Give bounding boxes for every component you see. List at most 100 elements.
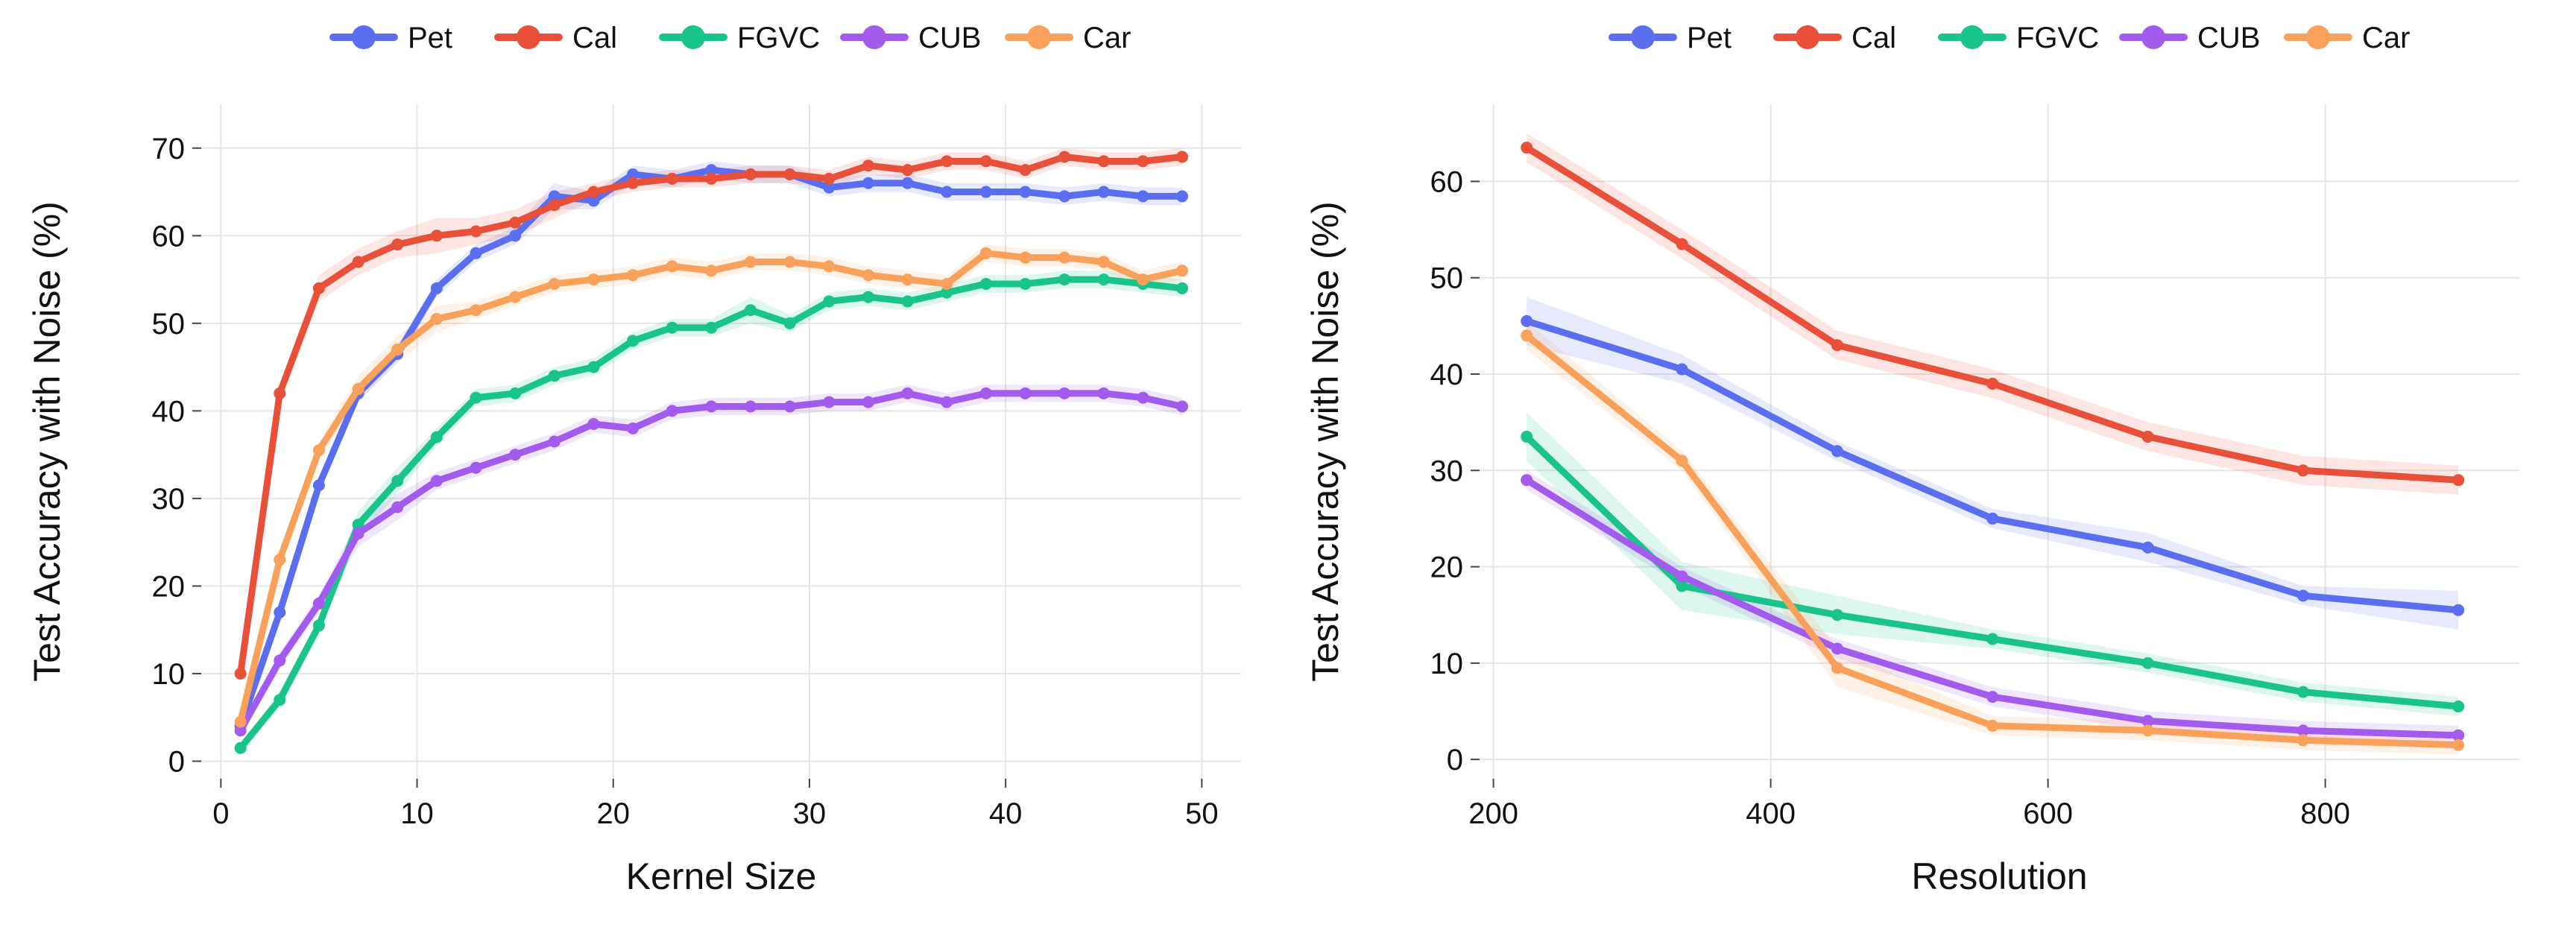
data-point-cub (666, 405, 678, 417)
legend-label: CUB (2197, 22, 2260, 54)
data-point-fgvc (901, 295, 914, 308)
data-point-cub (744, 400, 757, 413)
data-point-cub (705, 400, 718, 413)
data-point-car (2452, 738, 2465, 751)
data-point-fgvc (2452, 700, 2465, 713)
data-point-cal (1831, 339, 1843, 352)
band-cub (1527, 470, 2459, 745)
data-point-car (1986, 719, 1999, 732)
data-point-cub (1097, 387, 1110, 399)
data-point-cal (941, 155, 953, 168)
data-point-cal (234, 667, 247, 680)
data-point-cal (783, 168, 796, 181)
data-point-cal (666, 172, 678, 185)
data-point-pet (587, 194, 600, 207)
data-point-car (783, 256, 796, 268)
y-tick-label: 40 (152, 395, 186, 428)
data-point-car (1019, 251, 1032, 264)
legend-label: Car (1083, 22, 1131, 54)
data-point-car (234, 715, 247, 728)
data-point-pet (548, 190, 561, 203)
legend-swatch-marker (1796, 25, 1819, 49)
legend-swatch-marker (517, 25, 540, 49)
data-point-cal (979, 155, 992, 168)
data-point-cub (627, 422, 640, 434)
data-point-pet (2452, 604, 2465, 616)
data-point-fgvc (1831, 609, 1843, 621)
data-point-car (941, 277, 953, 290)
data-point-cal (862, 159, 874, 172)
data-point-car (509, 291, 522, 303)
data-point-pet (1019, 186, 1032, 198)
data-point-cub (274, 654, 286, 667)
data-point-fgvc (1521, 431, 1533, 443)
data-point-cub (901, 387, 914, 399)
y-tick-label: 50 (1430, 262, 1464, 295)
x-tick-label: 800 (2300, 797, 2350, 830)
data-point-fgvc (470, 391, 482, 404)
data-point-fgvc (587, 361, 600, 373)
data-point-pet (901, 177, 914, 189)
x-tick-label: 400 (1746, 797, 1796, 830)
x-axis-title: Kernel Size (626, 855, 817, 897)
data-point-pet (862, 177, 874, 189)
data-point-cal (1058, 151, 1071, 163)
data-point-cal (2141, 431, 2154, 443)
data-point-cal (509, 216, 522, 229)
x-tick-label: 10 (400, 797, 434, 830)
legend-swatch-marker (1027, 25, 1051, 49)
y-axis-title: Test Accuracy with Noise (%) (1304, 201, 1346, 682)
data-point-cub (1521, 474, 1533, 487)
data-point-car (587, 273, 600, 286)
data-point-fgvc (1676, 580, 1688, 592)
data-point-fgvc (1176, 282, 1189, 294)
data-point-cub (823, 396, 836, 408)
data-point-cal (312, 282, 325, 294)
data-point-cub (587, 417, 600, 430)
data-point-fgvc (862, 291, 874, 303)
data-point-cub (2296, 724, 2309, 737)
legend-label: FGVC (2016, 22, 2099, 54)
data-point-car (430, 312, 443, 325)
data-point-pet (979, 186, 992, 198)
data-point-pet (1137, 190, 1149, 203)
data-point-fgvc (783, 317, 796, 329)
y-tick-label: 10 (1430, 648, 1464, 680)
data-point-cal (705, 172, 718, 185)
y-tick-label: 30 (152, 483, 186, 516)
data-point-pet (627, 168, 640, 181)
band-pet (1527, 297, 2459, 630)
x-tick-label: 50 (1185, 797, 1219, 830)
data-point-pet (1058, 190, 1071, 203)
data-point-car (666, 260, 678, 273)
data-point-cal (2452, 474, 2465, 487)
legend: Pet Cal FGVC CUB Car (1609, 22, 2410, 54)
data-point-car (705, 265, 718, 277)
data-point-cub (1176, 400, 1189, 413)
data-point-car (627, 269, 640, 282)
data-point-car (312, 444, 325, 457)
data-point-pet (312, 479, 325, 492)
legend-label: Cal (572, 22, 617, 54)
data-point-pet (1176, 190, 1189, 203)
legend-label: Car (2362, 22, 2410, 54)
chart-2: 0 10 20 30 40 50 60 200 400 600 800 Resolution Test … (1304, 22, 2519, 897)
legend-swatch-marker (1960, 25, 1984, 49)
data-point-fgvc (2141, 657, 2154, 669)
data-point-pet (1986, 512, 1999, 525)
data-point-cub (391, 501, 404, 513)
data-point-car (548, 277, 561, 290)
data-point-fgvc (1986, 633, 1999, 645)
data-point-fgvc (1019, 277, 1032, 290)
legend-label: CUB (918, 22, 981, 54)
x-tick-label: 600 (2023, 797, 2073, 830)
data-point-car (2141, 724, 2154, 737)
data-point-cal (391, 238, 404, 251)
data-point-fgvc (234, 741, 247, 754)
legend-swatch-marker (2141, 25, 2165, 49)
data-point-fgvc (823, 295, 836, 308)
data-point-fgvc (1058, 273, 1071, 286)
data-point-pet (705, 164, 718, 177)
data-point-cub (234, 724, 247, 737)
data-point-cal (1019, 164, 1032, 177)
